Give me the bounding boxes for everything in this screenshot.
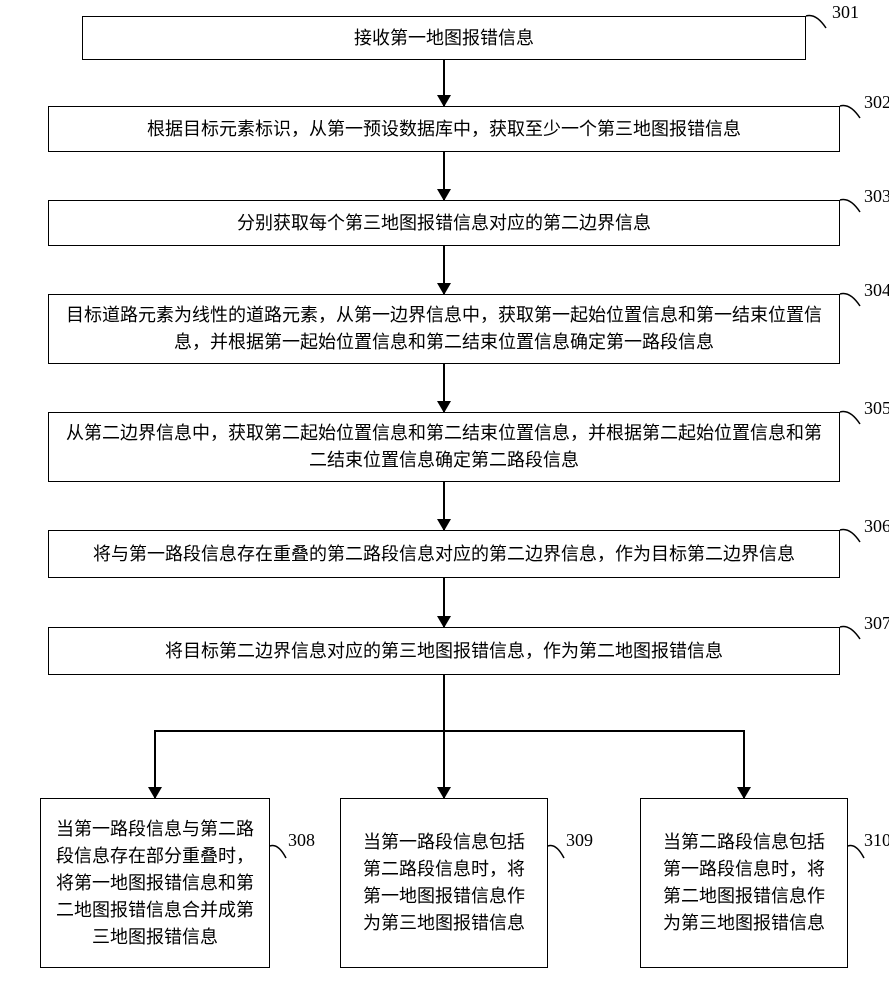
flow-arrow <box>443 364 445 412</box>
fanout-bar <box>155 730 744 732</box>
fanout-drop-center <box>443 730 445 798</box>
flow-node-text: 当第二路段信息包括第一路段信息时，将第二地图报错信息作为第三地图报错信息 <box>655 829 833 937</box>
flow-arrow <box>443 482 445 530</box>
flowchart-stage: 接收第一地图报错信息 301 根据目标元素标识，从第一预设数据库中，获取至少一个… <box>0 0 889 1000</box>
flow-node-307: 将目标第二边界信息对应的第三地图报错信息，作为第二地图报错信息 <box>48 627 840 675</box>
step-tag-306: 306 <box>862 516 889 537</box>
flow-node-text: 从第二边界信息中，获取第二起始位置信息和第二结束位置信息，并根据第二起始位置信息… <box>63 420 825 474</box>
flow-node-309: 当第一路段信息包括第二路段信息时，将第一地图报错信息作为第三地图报错信息 <box>340 798 548 968</box>
fanout-drop-right <box>743 730 745 798</box>
flow-arrow <box>443 152 445 200</box>
flow-node-308: 当第一路段信息与第二路段信息存在部分重叠时，将第一地图报错信息和第二地图报错信息… <box>40 798 270 968</box>
flow-node-text: 目标道路元素为线性的道路元素，从第一边界信息中，获取第一起始位置信息和第一结束位… <box>63 302 825 356</box>
flow-node-text: 分别获取每个第三地图报错信息对应的第二边界信息 <box>237 210 651 237</box>
step-tag-307: 307 <box>862 613 889 634</box>
step-tag-301: 301 <box>830 2 861 23</box>
flow-node-text: 根据目标元素标识，从第一预设数据库中，获取至少一个第三地图报错信息 <box>147 116 741 143</box>
step-tag-303: 303 <box>862 186 889 207</box>
flow-node-310: 当第二路段信息包括第一路段信息时，将第二地图报错信息作为第三地图报错信息 <box>640 798 848 968</box>
flow-node-304: 目标道路元素为线性的道路元素，从第一边界信息中，获取第一起始位置信息和第一结束位… <box>48 294 840 364</box>
flow-arrow <box>443 60 445 106</box>
flow-node-302: 根据目标元素标识，从第一预设数据库中，获取至少一个第三地图报错信息 <box>48 106 840 152</box>
fanout-drop-left <box>154 730 156 798</box>
flow-node-text: 当第一路段信息与第二路段信息存在部分重叠时，将第一地图报错信息和第二地图报错信息… <box>55 816 255 951</box>
flow-node-301: 接收第一地图报错信息 <box>82 16 806 60</box>
step-tag-305: 305 <box>862 398 889 419</box>
fanout-stub <box>443 675 445 731</box>
step-tag-310: 310 <box>862 830 889 851</box>
step-tag-304: 304 <box>862 280 889 301</box>
flow-node-text: 接收第一地图报错信息 <box>354 25 534 52</box>
flow-arrow <box>443 246 445 294</box>
flow-node-305: 从第二边界信息中，获取第二起始位置信息和第二结束位置信息，并根据第二起始位置信息… <box>48 412 840 482</box>
flow-node-text: 将与第一路段信息存在重叠的第二路段信息对应的第二边界信息，作为目标第二边界信息 <box>93 541 795 568</box>
flow-node-306: 将与第一路段信息存在重叠的第二路段信息对应的第二边界信息，作为目标第二边界信息 <box>48 530 840 578</box>
step-tag-302: 302 <box>862 92 889 113</box>
flow-node-303: 分别获取每个第三地图报错信息对应的第二边界信息 <box>48 200 840 246</box>
flow-arrow <box>443 578 445 627</box>
flow-node-text: 将目标第二边界信息对应的第三地图报错信息，作为第二地图报错信息 <box>165 638 723 665</box>
flow-node-text: 当第一路段信息包括第二路段信息时，将第一地图报错信息作为第三地图报错信息 <box>355 829 533 937</box>
step-tag-308: 308 <box>286 830 317 851</box>
step-tag-309: 309 <box>564 830 595 851</box>
